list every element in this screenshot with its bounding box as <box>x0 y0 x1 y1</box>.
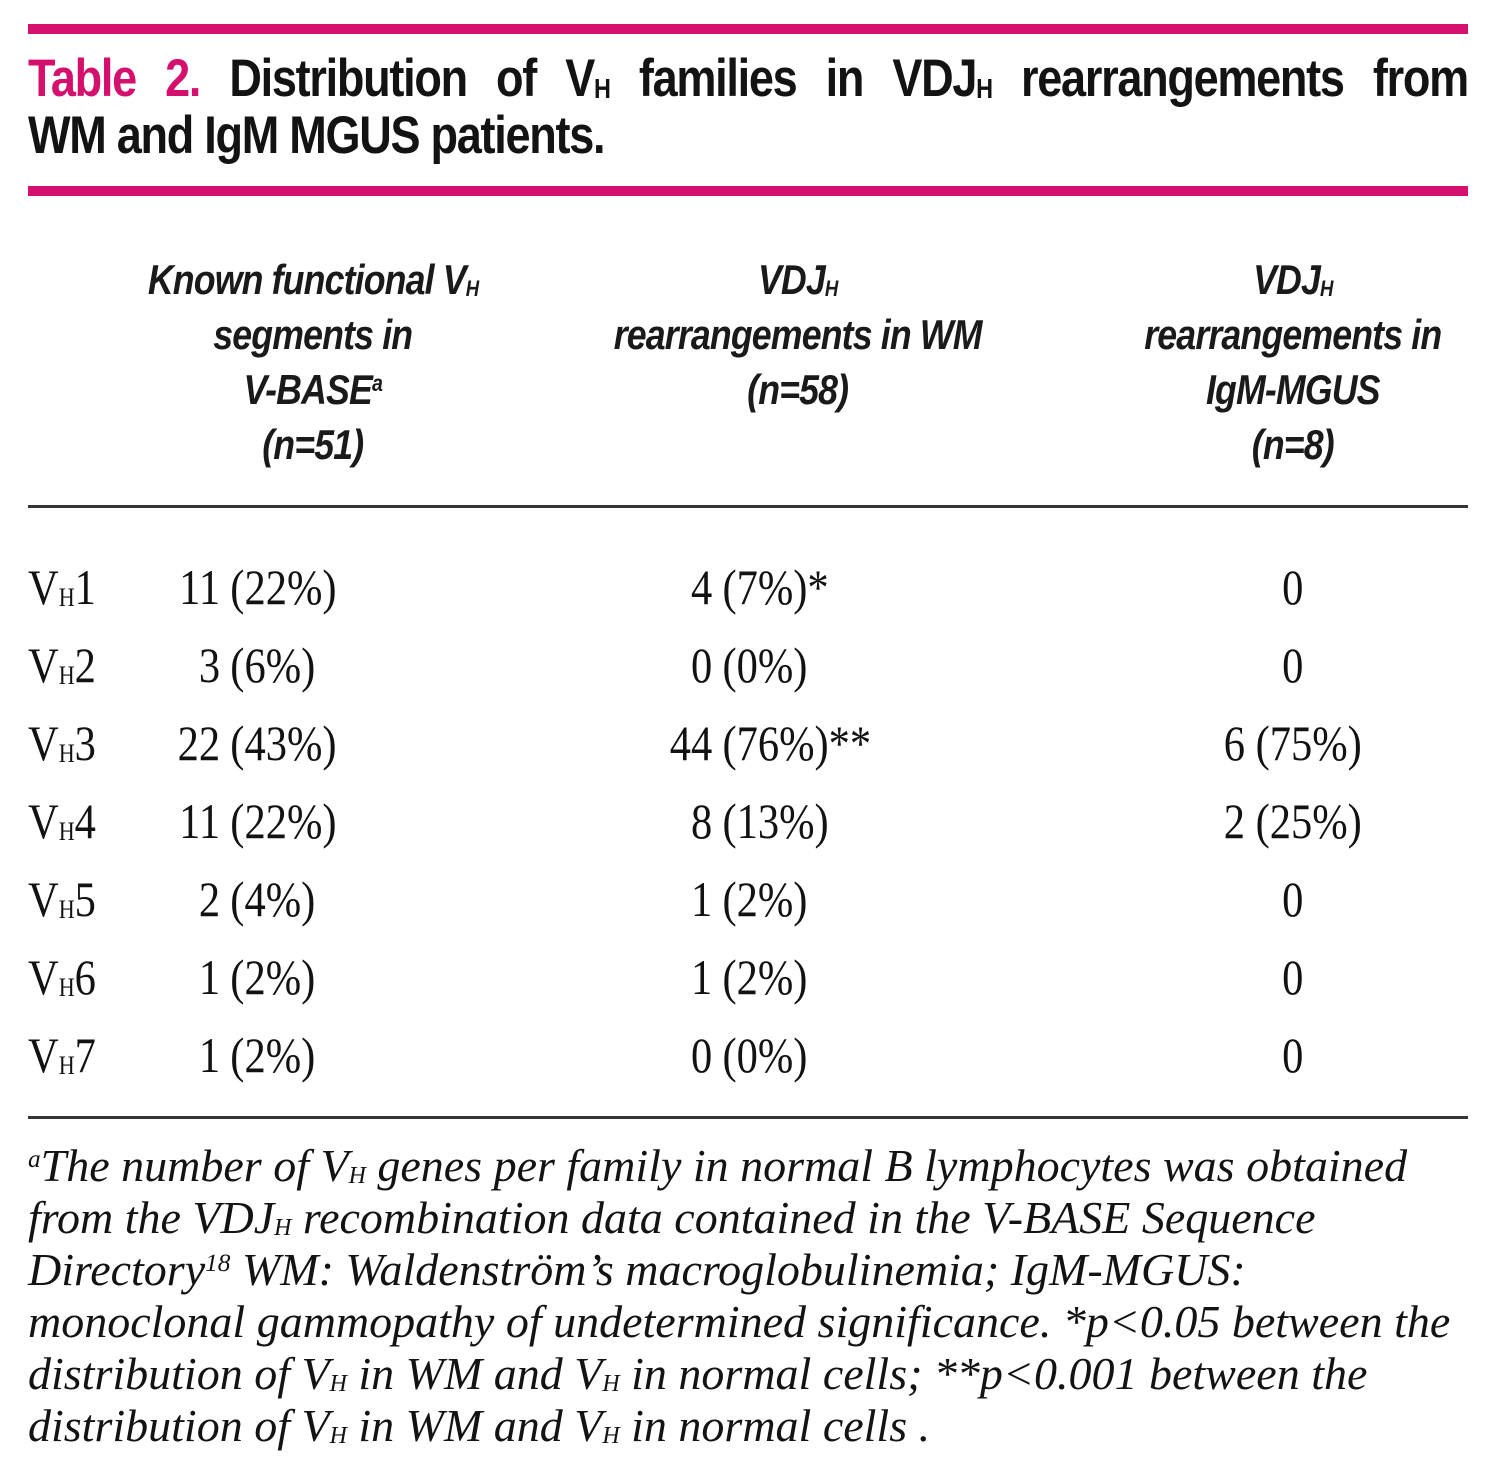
table-number-label: Table 2. <box>28 49 201 108</box>
vbase-count: 3 <box>198 637 221 693</box>
table-bottom-rule <box>28 1116 1468 1119</box>
vbase-percent: (2%) <box>230 1027 316 1083</box>
header-family-spacer <box>28 252 148 472</box>
header-col-mgus: VDJH rearrangements in IgM-MGUS (n=8) <box>1118 252 1468 472</box>
header-line: (n=51) <box>262 421 364 468</box>
header-line: IgM-MGUS <box>1205 366 1381 413</box>
mgus-cell: 0 <box>1282 637 1304 693</box>
family-label: VH2 <box>28 637 96 693</box>
vbase-cell: 1 (2%) <box>148 938 478 1016</box>
accent-rule-under-title <box>28 186 1468 196</box>
vbase-count: 1 <box>198 949 221 1005</box>
table-row-vh6: VH6 1 (2%) 1 (2%) 0 <box>28 938 1468 1016</box>
wm-percent: (76%)** <box>722 715 872 771</box>
header-divider-rule <box>28 505 1468 508</box>
wm-cell: 1 (2%) <box>478 860 1118 938</box>
table-row-vh2: VH2 3 (6%) 0 (0%) 0 <box>28 626 1468 704</box>
wm-cell: 8 (13%) <box>478 782 1118 860</box>
table-caption-line2: WM and IgM MGUS patients. <box>28 106 606 165</box>
family-label: VH3 <box>28 715 96 771</box>
table-footnote: aThe number of VH genes per family in no… <box>28 1140 1451 1451</box>
wm-count: 1 <box>691 949 713 1005</box>
wm-percent: (0%) <box>722 637 808 693</box>
vbase-count: 11 <box>179 559 221 615</box>
wm-cell: 4 (7%)* <box>478 548 1118 626</box>
header-line: VDJH <box>757 256 838 303</box>
mgus-cell: 6 (75%) <box>1223 715 1362 771</box>
vbase-cell: 11 (22%) <box>148 548 478 626</box>
vbase-percent: (22%) <box>230 559 337 615</box>
family-label: VH5 <box>28 871 96 927</box>
wm-percent: (2%) <box>722 871 808 927</box>
vbase-percent: (2%) <box>230 949 316 1005</box>
header-line: segments in <box>213 311 413 358</box>
mgus-cell: 0 <box>1282 1027 1304 1083</box>
vbase-count: 2 <box>198 871 221 927</box>
wm-percent: (13%) <box>722 793 829 849</box>
table-row-vh7: VH7 1 (2%) 0 (0%) 0 <box>28 1016 1468 1094</box>
header-line: (n=8) <box>1251 421 1335 468</box>
vbase-cell: 11 (22%) <box>148 782 478 860</box>
header-line: rearrangements in <box>1144 311 1442 358</box>
vbase-percent: (6%) <box>230 637 316 693</box>
wm-count: 0 <box>691 1027 713 1083</box>
wm-percent: (2%) <box>722 949 808 1005</box>
wm-count: 1 <box>691 871 713 927</box>
accent-rule-top <box>28 24 1468 34</box>
header-line: Known functional VH <box>147 256 479 303</box>
vbase-cell: 3 (6%) <box>148 626 478 704</box>
wm-cell: 0 (0%) <box>478 1016 1118 1094</box>
wm-percent: (0%) <box>722 1027 808 1083</box>
table-caption: Table 2. Distribution of VH families in … <box>28 49 1469 165</box>
header-line: rearrangements in WM <box>613 311 983 358</box>
family-label: VH6 <box>28 949 96 1005</box>
vbase-percent: (22%) <box>230 793 337 849</box>
table-row-vh5: VH5 2 (4%) 1 (2%) 0 <box>28 860 1468 938</box>
wm-count: 44 <box>669 715 713 771</box>
header-col-vbase: Known functional VH segments in V-BASEa … <box>147 252 479 472</box>
table-caption-line1: Table 2. Distribution of VH families in … <box>28 49 1469 108</box>
mgus-cell: 0 <box>1282 949 1304 1005</box>
family-label: VH4 <box>28 793 96 849</box>
mgus-cell: 0 <box>1282 559 1304 615</box>
vbase-count: 1 <box>198 1027 221 1083</box>
header-line: VDJH <box>1253 256 1333 303</box>
wm-count: 4 <box>691 559 713 615</box>
table-row-vh1: VH1 11 (22%) 4 (7%)* 0 <box>28 548 1468 626</box>
wm-count: 8 <box>691 793 713 849</box>
header-col-wm: VDJH rearrangements in WM (n=58) <box>478 252 1118 472</box>
vbase-count: 11 <box>179 793 221 849</box>
vbase-percent: (43%) <box>230 715 337 771</box>
vbase-percent: (4%) <box>230 871 316 927</box>
header-line: (n=58) <box>747 366 849 413</box>
table-caption-text: Distribution of VH families in VDJH rear… <box>229 49 1469 108</box>
wm-cell: 44 (76%)** <box>478 704 1118 782</box>
family-label: VH1 <box>28 559 96 615</box>
mgus-cell: 2 (25%) <box>1223 793 1362 849</box>
table-body: VH1 11 (22%) 4 (7%)* 0 VH2 3 (6%) 0 (0%) 0 V… <box>28 548 1468 1094</box>
vbase-cell: 22 (43%) <box>148 704 478 782</box>
table-row-vh3: VH3 22 (43%) 44 (76%)** 6 (75%) <box>28 704 1468 782</box>
table-row-vh4: VH4 11 (22%) 8 (13%) 2 (25%) <box>28 782 1468 860</box>
vbase-count: 22 <box>177 715 221 771</box>
family-label: VH7 <box>28 1027 96 1083</box>
vbase-cell: 2 (4%) <box>148 860 478 938</box>
mgus-cell: 0 <box>1282 871 1304 927</box>
wm-cell: 0 (0%) <box>478 626 1118 704</box>
table-header-row: Known functional VH segments in V-BASEa … <box>28 252 1468 472</box>
wm-percent: (7%)* <box>722 559 829 615</box>
vbase-cell: 1 (2%) <box>148 1016 478 1094</box>
wm-count: 0 <box>691 637 713 693</box>
header-line: V-BASEa <box>243 366 383 413</box>
wm-cell: 1 (2%) <box>478 938 1118 1016</box>
